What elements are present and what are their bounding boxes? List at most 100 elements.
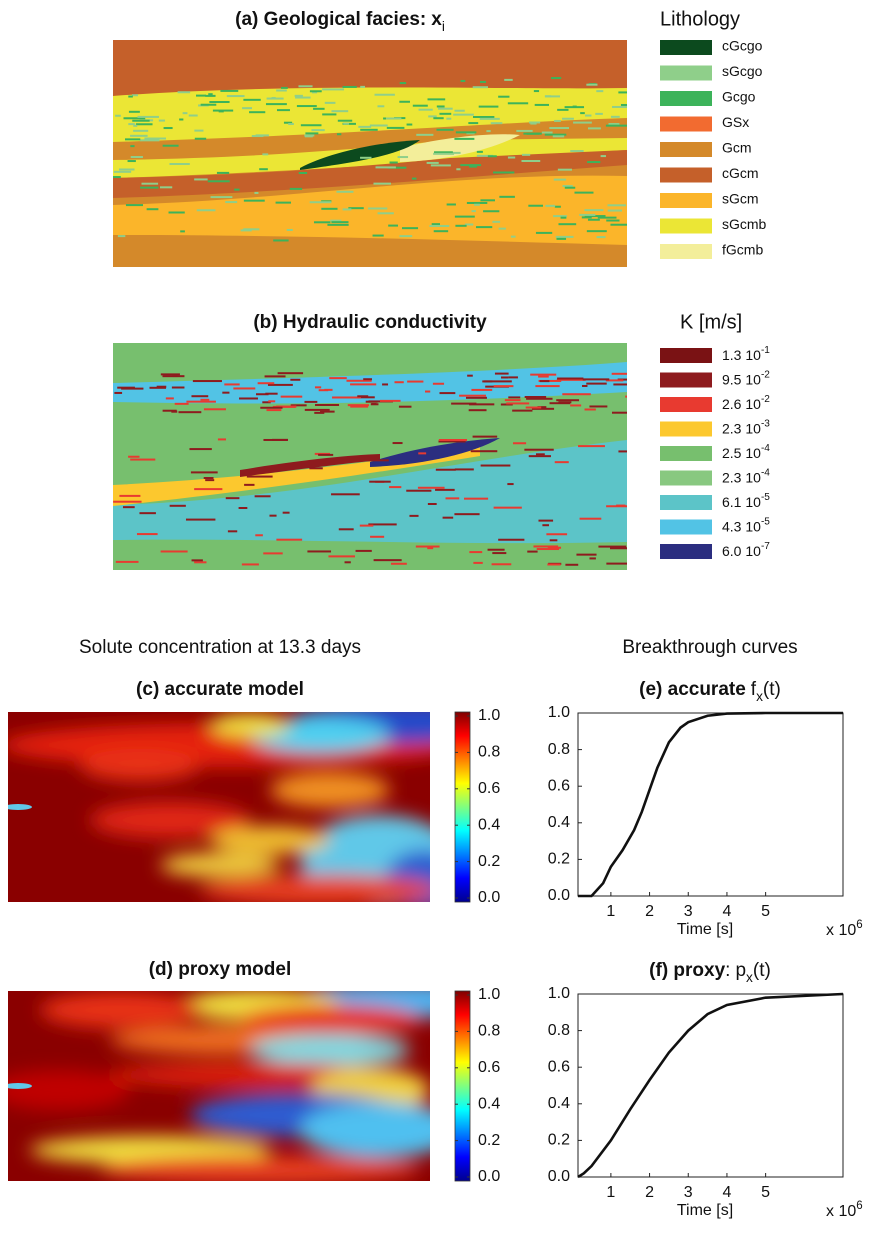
texture [492,220,501,223]
texture [390,562,407,565]
texture [315,403,340,406]
texture [618,450,627,453]
texture [332,396,361,399]
legend-label-part: 1.3 10 [722,347,761,363]
texture [307,550,332,553]
texture [478,105,499,108]
texture [530,373,557,376]
texture [476,226,493,229]
texture [288,123,294,126]
texture [446,117,452,120]
x-tick-label: 3 [684,1184,693,1201]
texture [611,411,627,414]
texture [133,129,149,132]
texture [607,209,622,212]
legend-title: K [m/s] [680,311,742,333]
legend-label-part: 4.3 10 [722,518,761,534]
texture [217,438,226,441]
texture [200,398,210,401]
texture [605,124,627,127]
texture [282,511,290,514]
y-tick-label: 0.4 [548,1095,570,1112]
texture [553,178,567,181]
texture [468,409,487,412]
texture [196,94,207,97]
texture [122,506,135,509]
texture [430,164,451,167]
texture [608,123,620,126]
concentration-map [8,991,430,1181]
texture [544,133,567,136]
texture [427,502,437,505]
texture [427,547,434,550]
texture [525,406,542,409]
texture [328,555,355,558]
panel-title-part: x [746,970,753,985]
texture [436,128,454,131]
texture [205,479,215,482]
texture [415,545,440,548]
panel-title: (b) Hydraulic conductivity [253,312,487,333]
texture [435,488,455,491]
texture [551,77,562,80]
legend-label: 2.3 10-3 [722,419,770,437]
texture [320,410,335,413]
x-tick-label: 4 [722,1184,731,1201]
texture [483,210,500,213]
x-tick-label: 5 [761,1184,770,1201]
texture [283,121,293,124]
texture [298,85,313,88]
legend-label: 2.3 10-4 [722,468,770,486]
legend-label-part: 2.6 10 [722,396,761,412]
texture [407,380,424,383]
texture [564,186,576,189]
texture [399,235,413,238]
texture [348,207,364,210]
texture [259,168,268,171]
texture [227,530,238,533]
texture [342,85,357,88]
legend-label-part: -4 [761,468,770,479]
texture [429,224,450,227]
texture [370,403,379,406]
texture [159,186,173,189]
texture [358,125,372,128]
legend-label-part: -5 [761,492,770,503]
texture [140,186,159,189]
texture [472,435,498,438]
texture [350,405,369,408]
texture [133,124,138,127]
texture [314,411,325,414]
texture [311,91,318,94]
texture [570,150,584,153]
texture [254,191,259,194]
texture [554,461,569,464]
texture [587,127,601,130]
texture [506,402,530,405]
texture [425,390,431,393]
texture [528,204,544,207]
panel-title: (c) accurate model [136,679,304,700]
texture [464,223,474,226]
texture [526,397,553,400]
texture [272,405,296,408]
texture [439,392,456,395]
map-blob [300,1102,430,1158]
panel-title-part: p [735,960,746,981]
texture [357,395,369,398]
texture [389,486,402,489]
texture [487,155,497,158]
texture [574,191,594,194]
texture [555,235,574,238]
texture [255,534,263,537]
legend-label-part: -2 [761,370,770,381]
map-field [8,712,430,902]
texture [216,171,230,174]
texture [576,553,597,556]
texture [123,117,146,120]
texture [130,156,143,159]
texture [163,127,173,130]
texture [426,161,439,164]
